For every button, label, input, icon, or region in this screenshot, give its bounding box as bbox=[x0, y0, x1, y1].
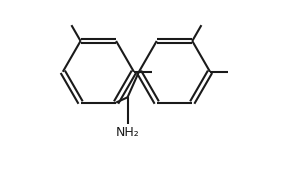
Text: NH₂: NH₂ bbox=[116, 126, 139, 139]
